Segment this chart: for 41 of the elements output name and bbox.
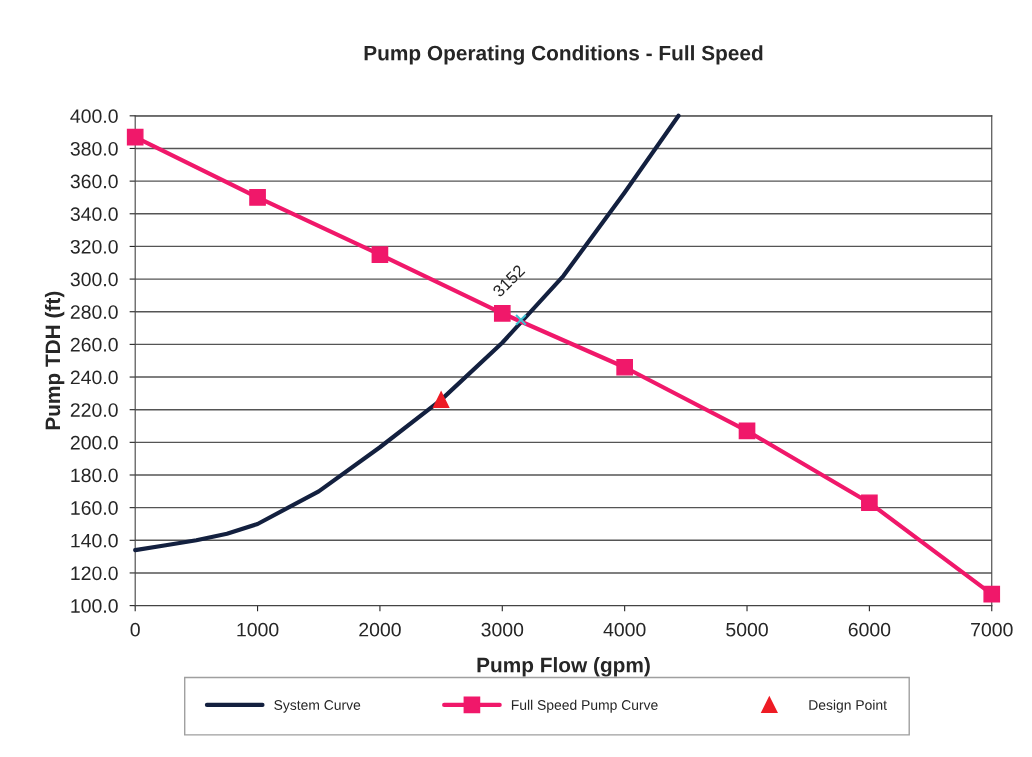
legend-label: Design Point bbox=[809, 699, 887, 713]
y-tick-label: 340.0 bbox=[70, 207, 118, 222]
x-axis-title: Pump Flow (gpm) bbox=[477, 657, 650, 677]
x-tick-label: 4000 bbox=[603, 622, 646, 637]
y-tick-label: 320.0 bbox=[70, 239, 118, 254]
y-tick-label: 180.0 bbox=[71, 468, 118, 483]
y-tick-label: 280.0 bbox=[70, 305, 118, 319]
point bbox=[433, 391, 450, 408]
y-tick-label: 100.0 bbox=[71, 599, 118, 613]
x-tick-label: 5000 bbox=[726, 622, 768, 637]
y-tick-label: 240.0 bbox=[70, 370, 118, 385]
y-tick-label: 360.0 bbox=[70, 174, 118, 189]
point bbox=[616, 358, 633, 376]
x-tick-label: 2000 bbox=[359, 622, 401, 637]
point bbox=[861, 494, 878, 512]
y-tick-label: 380.0 bbox=[70, 141, 118, 156]
x-tick-label: 6000 bbox=[848, 622, 891, 637]
y-axis-title: Pump TDH (ft) bbox=[44, 291, 65, 430]
y-tick-label: 200.0 bbox=[70, 435, 118, 450]
y-tick-label: 300.0 bbox=[70, 272, 118, 287]
point bbox=[983, 585, 1001, 603]
chart-title: Pump Operating Conditions - Full Speed bbox=[364, 45, 763, 65]
y-tick-label: 220.0 bbox=[70, 403, 118, 417]
y-tick-label: 120.0 bbox=[71, 566, 118, 581]
point bbox=[249, 189, 266, 206]
x-tick-label: 3000 bbox=[481, 622, 524, 637]
point bbox=[738, 422, 756, 440]
point bbox=[371, 246, 389, 263]
x-tick-label: 7000 bbox=[971, 622, 1013, 637]
y-tick-label: 400.0 bbox=[70, 109, 118, 124]
y-tick-label: 260.0 bbox=[70, 337, 118, 352]
point bbox=[493, 305, 511, 322]
x-tick-label: 0 bbox=[130, 622, 140, 637]
x-tick-label: 1000 bbox=[237, 622, 279, 637]
point bbox=[126, 128, 144, 146]
y-tick-label: 160.0 bbox=[71, 501, 118, 515]
legend-label: System Curve bbox=[274, 700, 361, 713]
legend-label: Full Speed Pump Curve bbox=[511, 699, 658, 713]
y-tick-label: 140.0 bbox=[71, 533, 118, 548]
line-series bbox=[133, 113, 681, 553]
point bbox=[514, 313, 527, 326]
